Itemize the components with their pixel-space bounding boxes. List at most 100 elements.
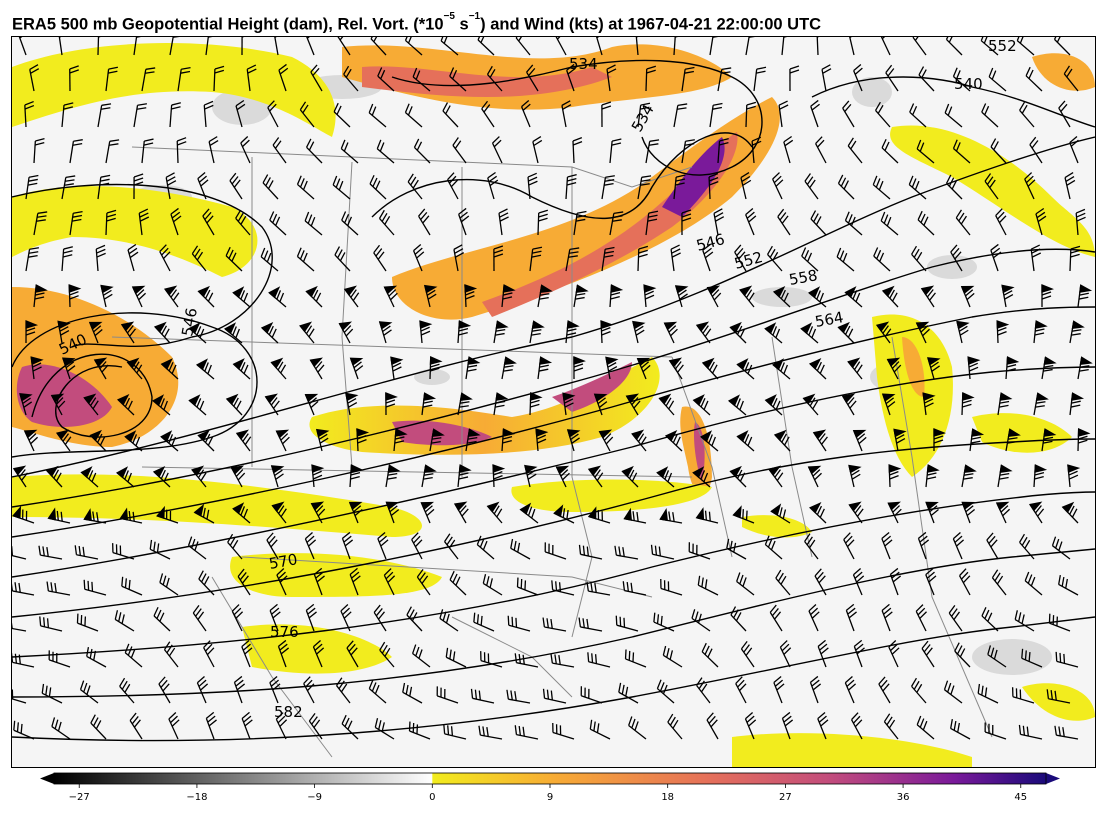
wind-barb — [33, 137, 45, 164]
wind-barb — [402, 682, 423, 704]
wind-barb — [86, 646, 107, 668]
wind-barb — [601, 101, 612, 128]
wind-barb — [197, 285, 215, 308]
wind-barb — [925, 501, 939, 524]
wind-barb — [457, 320, 472, 344]
wind-barb — [1064, 172, 1076, 200]
wind-barb — [783, 135, 794, 164]
wind-barb — [270, 357, 287, 380]
wind-barb — [225, 246, 243, 272]
wind-barb — [614, 545, 639, 560]
wind-barb — [921, 640, 935, 668]
wind-barb — [664, 429, 683, 452]
wind-barb — [370, 37, 387, 56]
wind-barb — [609, 211, 624, 236]
wind-barb — [769, 604, 783, 632]
wind-barb — [990, 138, 1007, 164]
wind-barb — [695, 321, 712, 344]
wind-barb — [169, 102, 181, 128]
wind-barb — [267, 100, 279, 128]
wind-barb — [1033, 392, 1049, 416]
wind-barb — [158, 676, 171, 704]
wind-barb — [836, 247, 855, 272]
wind-barb — [333, 102, 351, 128]
wind-barb — [848, 501, 864, 524]
wind-barb — [452, 137, 467, 164]
wind-barb — [911, 245, 927, 272]
wind-barb — [47, 507, 71, 524]
wind-barb — [74, 545, 99, 560]
wind-barb — [262, 174, 279, 200]
wind-barb — [697, 575, 719, 596]
wind-barb — [419, 320, 433, 344]
wind-barb — [1067, 464, 1081, 488]
wind-barb — [781, 711, 794, 740]
wind-barb — [587, 506, 611, 524]
wind-barb — [817, 711, 829, 740]
wind-barb — [1024, 571, 1043, 596]
wind-barb — [744, 711, 757, 740]
wind-barb — [706, 285, 722, 308]
wind-barb — [1069, 320, 1085, 344]
wind-barb — [735, 676, 747, 704]
wind-barb — [996, 320, 1010, 344]
wind-barb — [420, 501, 435, 524]
wind-barb — [440, 37, 459, 56]
wind-barb — [810, 210, 827, 236]
contour-label: 564 — [814, 308, 845, 331]
wind-barb — [19, 393, 33, 416]
wind-barb — [25, 320, 39, 344]
wind-barb — [713, 208, 725, 236]
wind-barb — [850, 712, 863, 740]
wind-barb — [920, 285, 936, 308]
wind-barb — [553, 504, 575, 524]
contour-labels: 534 534 540 540 546 546 552 558 564 570 … — [56, 37, 1017, 721]
wind-barb — [165, 172, 177, 200]
wind-barb — [888, 464, 902, 488]
wind-barb — [480, 651, 503, 668]
wind-barb — [773, 429, 791, 452]
wind-barb — [700, 430, 719, 452]
wind-barb — [701, 357, 719, 380]
wind-barb — [12, 581, 35, 596]
wind-barb — [1054, 725, 1079, 740]
wind-barb — [632, 320, 646, 344]
wind-barb — [153, 606, 171, 632]
wind-barb — [645, 139, 660, 164]
wind-barb — [478, 725, 503, 740]
wind-barb — [379, 641, 395, 668]
wind-barb — [411, 532, 423, 560]
wind-barb — [241, 639, 253, 668]
wind-barb — [133, 37, 146, 56]
wind-barb — [645, 65, 656, 92]
wind-barb — [732, 505, 755, 524]
wind-barb — [667, 713, 683, 740]
wind-barb — [572, 137, 583, 164]
wind-barb — [163, 641, 179, 668]
wind-barb — [393, 428, 408, 452]
wind-barb — [580, 686, 603, 704]
wind-barb — [566, 63, 576, 92]
wind-barb — [105, 209, 117, 236]
wind-barb — [984, 173, 999, 200]
wind-barb — [767, 245, 783, 272]
wind-barb — [121, 576, 143, 596]
wind-barb — [119, 677, 135, 704]
wind-barb — [587, 652, 611, 668]
wind-barb — [598, 429, 614, 452]
wind-barb — [176, 137, 187, 164]
wind-barb — [550, 653, 575, 668]
wind-barb — [662, 645, 683, 668]
wind-barb — [457, 464, 472, 488]
wind-barb — [493, 392, 509, 416]
wind-barb — [740, 172, 752, 200]
wind-barb — [573, 210, 587, 236]
wind-barb — [775, 569, 791, 596]
wind-barb — [578, 544, 603, 560]
wind-barb — [80, 466, 99, 488]
wind-barb — [888, 640, 900, 668]
wind-barb — [573, 356, 586, 380]
wind-barb — [12, 465, 28, 488]
wind-barb — [296, 247, 315, 272]
wind-barb — [808, 357, 827, 380]
